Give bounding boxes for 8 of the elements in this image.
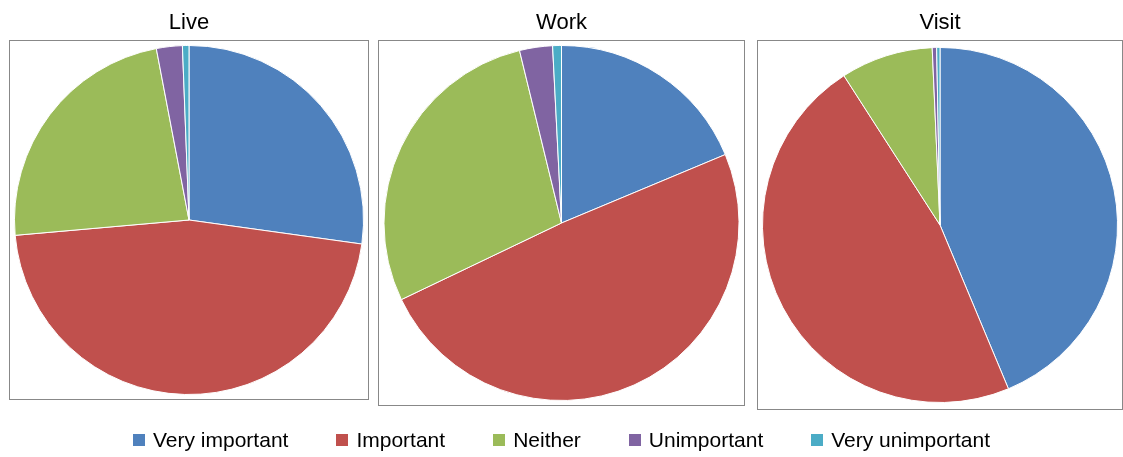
legend-label: Important bbox=[356, 428, 446, 452]
legend-label: Very important bbox=[153, 428, 289, 452]
legend-label: Unimportant bbox=[648, 428, 764, 452]
chart-title: Visit bbox=[918, 8, 962, 36]
chart-title: Work bbox=[535, 8, 588, 36]
chart-title: Live bbox=[167, 8, 211, 36]
legend-label: Neither bbox=[513, 428, 581, 452]
legend-label: Very unimportant bbox=[831, 428, 990, 452]
